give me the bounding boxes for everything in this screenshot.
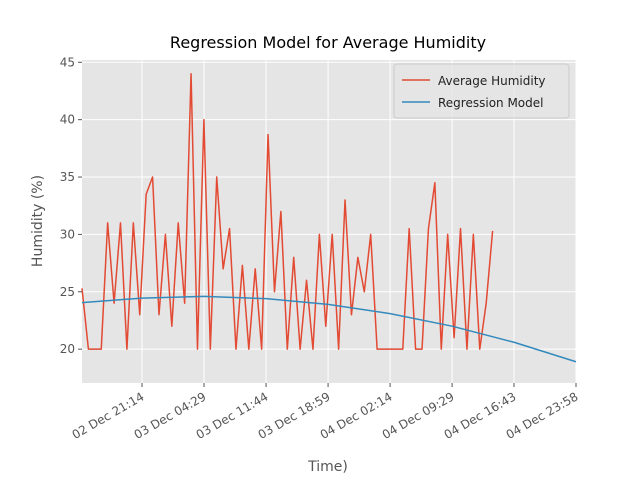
- legend-box: [393, 63, 570, 119]
- y-tick-label: 20: [60, 342, 75, 356]
- legend-label: Average Humidity: [438, 74, 546, 88]
- line-series: [81, 73, 494, 350]
- y-tick-label: 45: [60, 55, 75, 69]
- chart-title: Regression Model for Average Humidity: [170, 33, 486, 52]
- y-axis-label: Humidity (%): [30, 175, 46, 267]
- y-tick-label: 35: [60, 170, 75, 184]
- x-axis-label: Time): [307, 459, 348, 475]
- y-tick-label: 40: [60, 113, 75, 127]
- y-tick-label: 30: [60, 227, 75, 241]
- line-series: [81, 295, 577, 363]
- legend-label: Regression Model: [438, 96, 543, 110]
- y-tick-label: 25: [60, 285, 75, 299]
